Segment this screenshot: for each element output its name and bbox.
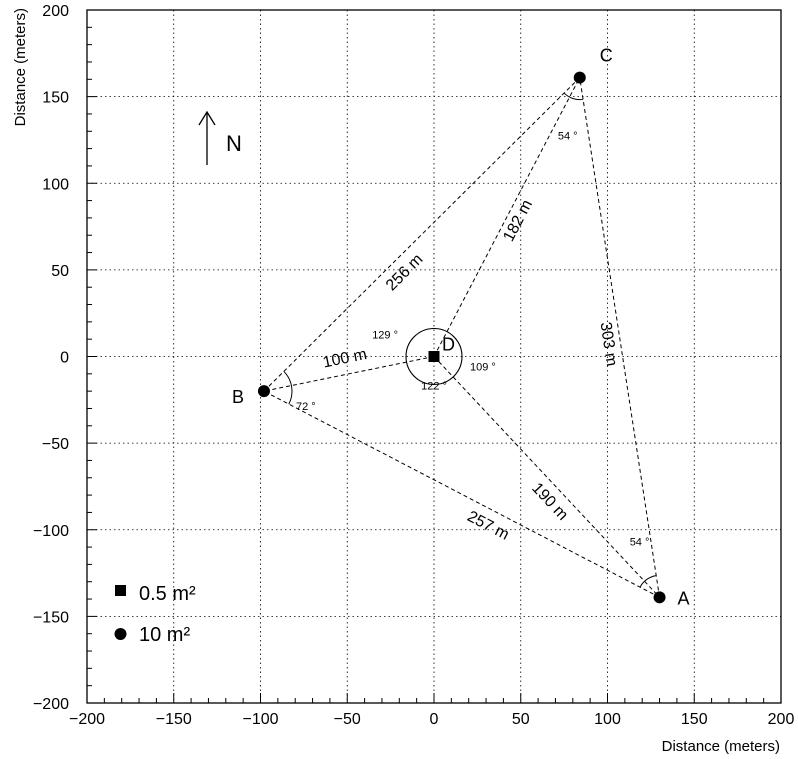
angle-label-D: 129 ° [372, 330, 398, 342]
legend: 0.5 m² 10 m² [114, 583, 196, 646]
north-arrow-icon [198, 110, 216, 126]
y-tick-label: −200 [33, 696, 69, 713]
legend-square-marker [115, 585, 126, 596]
distance-label: 257 m [464, 508, 511, 544]
point-label-C: C [600, 46, 613, 66]
dashed-lines [263, 77, 661, 598]
angle-arc-B [283, 371, 293, 405]
dashed-line-D-C [433, 77, 581, 357]
north-label: N [226, 131, 242, 156]
angle-label-D: 109 ° [470, 362, 496, 374]
angle-arc-A [639, 575, 657, 588]
point-labels: A B C D [232, 46, 690, 609]
point-label-D: D [442, 335, 455, 355]
y-tick-label: −100 [33, 523, 69, 540]
marker-A [653, 591, 666, 604]
dashed-line-D-A [433, 356, 660, 598]
legend-circle-marker [114, 628, 127, 640]
tick-labels: −200 −150 −100 −50 0 50 100 150 200 −200 −150 −100 −… [33, 3, 794, 728]
y-tick-label: 200 [42, 3, 69, 20]
angle-arcs [283, 92, 657, 588]
dashed-line-D-B [263, 356, 435, 392]
distance-label: 256 m [383, 251, 427, 294]
x-tick-label: −200 [69, 711, 105, 728]
axis-ticks [86, 9, 782, 704]
y-tick-label: −50 [42, 436, 69, 453]
angle-labels: 72 ° 54 ° 54 ° 129 ° 109 ° 122 ° [296, 131, 649, 549]
marker-D [428, 351, 440, 362]
x-tick-label: −100 [242, 711, 278, 728]
y-tick-label: 150 [42, 90, 69, 107]
x-axis-title: Distance (meters) [662, 738, 780, 755]
x-tick-label: −50 [334, 711, 361, 728]
x-tick-label: 100 [594, 711, 621, 728]
x-tick-label: 0 [430, 711, 439, 728]
north-arrow: N [198, 110, 242, 165]
y-tick-label: −150 [33, 609, 69, 626]
dashed-line-A-B [263, 390, 660, 598]
angle-circle-D [405, 327, 463, 386]
distance-label: 182 m [500, 197, 536, 244]
point-label-B: B [232, 387, 244, 407]
distance-label: 303 m [597, 321, 621, 368]
legend-label-square: 0.5 m² [139, 583, 196, 605]
x-tick-label: 50 [512, 711, 530, 728]
point-label-A: A [678, 588, 690, 608]
distance-label: 190 m [528, 480, 571, 524]
x-tick-label: 150 [681, 711, 708, 728]
y-tick-label: 0 [60, 350, 69, 367]
y-tick-label: 50 [51, 263, 69, 280]
marker-C [573, 71, 586, 84]
dashed-line-B-C [263, 77, 581, 392]
legend-label-circle: 10 m² [139, 624, 190, 646]
angle-label-D: 122 ° [421, 381, 447, 393]
angle-label-B: 72 ° [296, 401, 316, 413]
y-tick-label: 100 [42, 176, 69, 193]
dashed-line-A-C [579, 77, 661, 598]
x-tick-label: 200 [768, 711, 795, 728]
x-tick-label: −150 [156, 711, 192, 728]
angle-label-C: 54 ° [558, 131, 578, 143]
y-axis-title: Distance (meters) [12, 8, 29, 126]
angle-arc-C [563, 92, 584, 101]
distance-label: 100 m [321, 346, 368, 372]
angle-label-A: 54 ° [630, 536, 650, 548]
site-markers [257, 71, 666, 604]
marker-B [257, 385, 270, 398]
